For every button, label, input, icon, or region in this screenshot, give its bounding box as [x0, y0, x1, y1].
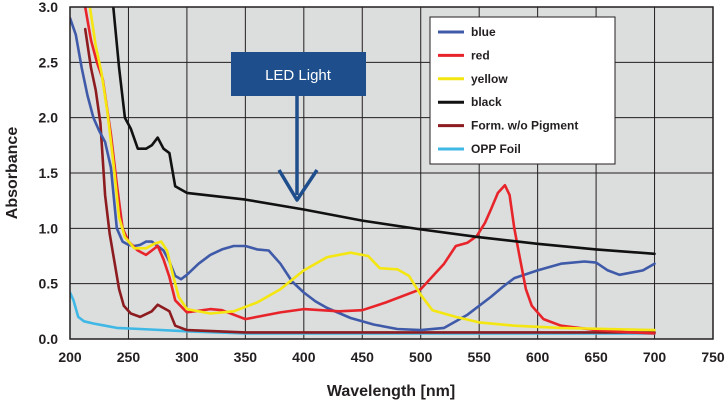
- x-tick-label: 250: [117, 349, 141, 365]
- legend-label: blue: [471, 25, 496, 39]
- annotation-led-light: LED Light: [231, 52, 366, 202]
- x-tick-label: 600: [526, 349, 550, 365]
- legend: blue red yellow black Form. w/o Pigment OPP F…: [429, 16, 616, 165]
- legend-label: yellow: [471, 72, 508, 86]
- y-tick-label: 1.0: [39, 220, 59, 236]
- y-tick-label: 1.5: [39, 165, 59, 181]
- y-tick-label: 0.5: [39, 276, 59, 292]
- y-tick-label: 3.0: [39, 0, 59, 15]
- legend-label: Form. w/o Pigment: [471, 119, 578, 133]
- y-tick-label: 2.5: [39, 54, 59, 70]
- y-tick-label: 0.0: [39, 331, 59, 347]
- x-tick-labels: 200 250 300 350 400 450 500 550 600 650 700 750: [58, 349, 725, 365]
- x-tick-label: 700: [643, 349, 667, 365]
- plot-border: [69, 6, 714, 340]
- x-tick-label: 450: [351, 349, 375, 365]
- x-tick-label: 300: [175, 349, 199, 365]
- y-tick-labels: 0.0 0.5 1.0 1.5 2.0 2.5 3.0: [39, 0, 59, 347]
- y-axis-title: Absorbance: [4, 127, 21, 220]
- y-tick-label: 2.0: [39, 110, 59, 126]
- annotation-label: LED Light: [265, 67, 332, 84]
- legend-label: black: [471, 95, 502, 109]
- legend-label: OPP Foil: [471, 142, 521, 156]
- x-tick-label: 350: [234, 349, 258, 365]
- x-tick-label: 400: [292, 349, 316, 365]
- legend-label: red: [471, 48, 490, 62]
- legend-box: [429, 16, 616, 165]
- x-tick-label: 200: [58, 349, 82, 365]
- series-line: [112, 7, 656, 256]
- series-line: [70, 16, 656, 332]
- x-tick-label: 750: [701, 349, 725, 365]
- series-line: [83, 27, 656, 334]
- series-layer: [70, 7, 656, 335]
- annotation-box: [231, 52, 366, 96]
- legend-items: blue red yellow black Form. w/o Pigment OPP F…: [438, 25, 578, 156]
- annotation-arrow-head: [277, 169, 319, 202]
- series-line: [88, 7, 656, 332]
- x-tick-label: 650: [584, 349, 608, 365]
- x-axis-title: Wavelength [nm]: [327, 383, 455, 400]
- x-tick-label: 500: [409, 349, 433, 365]
- x-tick-label: 550: [468, 349, 492, 365]
